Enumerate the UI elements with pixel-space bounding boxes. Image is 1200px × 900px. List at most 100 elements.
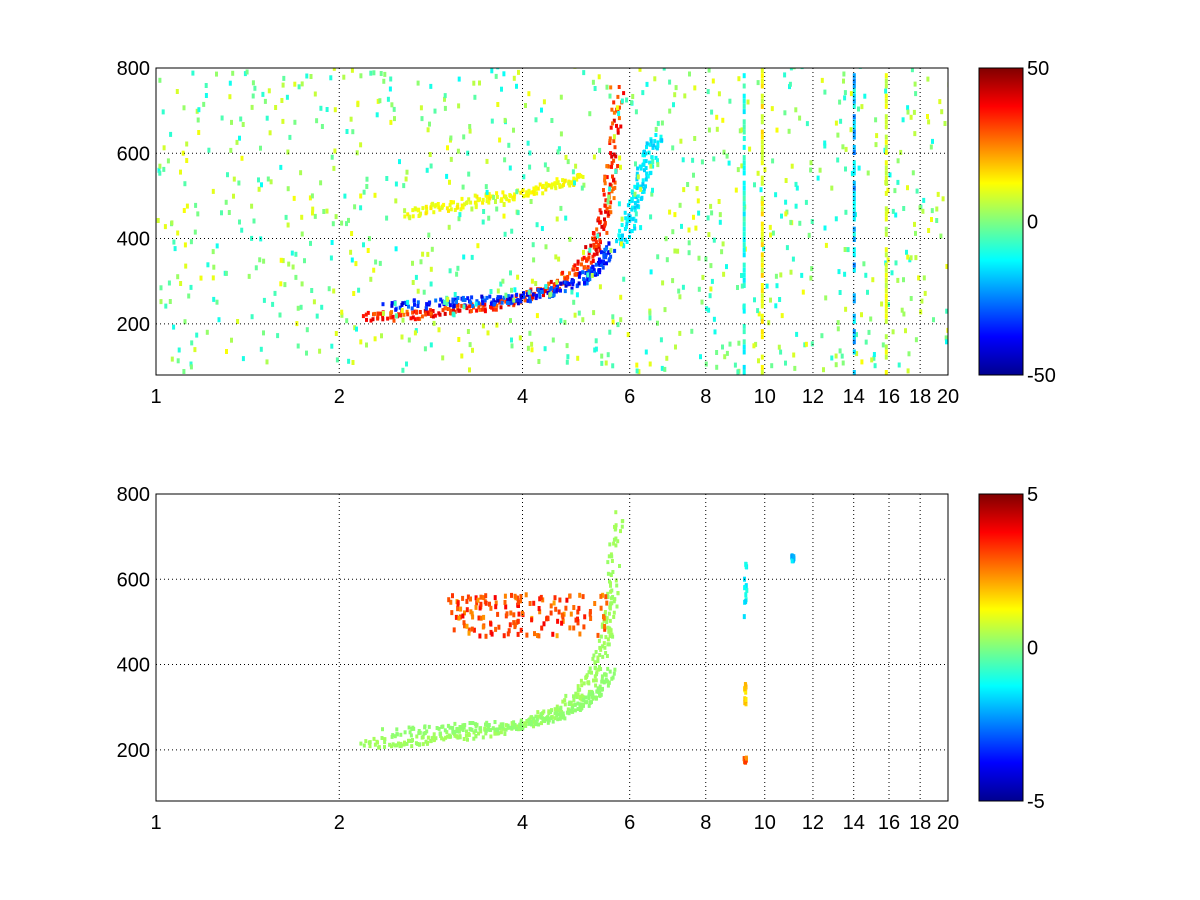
heatmap-cell <box>737 340 741 346</box>
heatmap-cell <box>564 154 568 160</box>
heatmap-cell <box>182 105 186 111</box>
heatmap-cell <box>760 252 764 258</box>
heatmap-cell <box>401 317 405 323</box>
heatmap-cell <box>578 702 582 707</box>
heatmap-cell <box>365 176 369 182</box>
heatmap-cell <box>366 310 370 315</box>
heatmap-cell <box>468 304 472 309</box>
heatmap-cell <box>581 175 585 179</box>
heatmap-cell <box>513 593 517 599</box>
heatmap-cell <box>279 257 283 263</box>
heatmap-cell <box>469 596 472 602</box>
heatmap-cell <box>597 74 601 80</box>
heatmap-cell <box>385 176 389 181</box>
heatmap-cell <box>844 306 848 312</box>
heatmap-cell <box>613 667 617 672</box>
heatmap-cell <box>512 620 516 626</box>
heatmap-cell <box>509 610 513 616</box>
heatmap-cell <box>618 234 622 238</box>
heatmap-cell <box>265 115 269 121</box>
heatmap-cell <box>271 301 275 307</box>
x-tick-label: 2 <box>334 812 345 834</box>
heatmap-cell <box>884 170 888 176</box>
heatmap-cell <box>546 166 550 172</box>
heatmap-cell <box>456 148 460 154</box>
heatmap-cell <box>443 311 447 316</box>
heatmap-cell <box>672 102 675 108</box>
heatmap-cell <box>353 204 357 210</box>
heatmap-cell <box>559 706 563 711</box>
heatmap-cell <box>202 101 206 107</box>
heatmap-cell <box>824 295 828 301</box>
heatmap-cell <box>757 358 760 364</box>
heatmap-cell <box>760 206 764 212</box>
heatmap-cell <box>599 692 603 697</box>
heatmap-cell <box>760 283 764 288</box>
heatmap-cell <box>753 297 756 303</box>
heatmap-cell <box>534 117 538 123</box>
heatmap-cell <box>715 364 719 370</box>
heatmap-cell <box>742 165 746 171</box>
heatmap-cell <box>940 109 944 115</box>
heatmap-cell <box>555 706 559 711</box>
heatmap-cell <box>534 719 538 724</box>
heatmap-cell <box>185 203 189 209</box>
heatmap-cell <box>578 687 582 692</box>
heatmap-cell <box>674 344 677 350</box>
heatmap-cell <box>923 290 927 296</box>
heatmap-cell <box>501 722 505 727</box>
heatmap-cell <box>446 145 449 151</box>
heatmap-cell <box>599 667 603 671</box>
heatmap-cell <box>742 144 746 150</box>
heatmap-cell <box>224 270 228 276</box>
heatmap-cell <box>661 280 665 286</box>
heatmap-cell <box>575 284 579 289</box>
heatmap-cell <box>442 737 446 742</box>
heatmap-cell <box>914 337 918 343</box>
heatmap-cell <box>823 89 827 95</box>
heatmap-cell <box>565 597 569 603</box>
heatmap-cell <box>330 154 334 160</box>
heatmap-cell <box>538 293 542 298</box>
heatmap-cell <box>509 318 512 324</box>
heatmap-cell <box>840 353 844 359</box>
heatmap-cell <box>705 306 709 312</box>
heatmap-cell <box>579 174 583 178</box>
heatmap-cell <box>470 254 474 260</box>
heatmap-cell <box>604 672 608 677</box>
heatmap-cell <box>448 203 452 208</box>
heatmap-cell <box>540 107 543 113</box>
heatmap-cell <box>589 260 593 265</box>
heatmap-cell <box>594 650 598 654</box>
heatmap-cell <box>468 367 471 373</box>
heatmap-cell <box>631 217 635 222</box>
heatmap-cell <box>238 135 241 141</box>
heatmap-cell <box>575 292 579 298</box>
heatmap-cell <box>325 208 329 214</box>
heatmap-cell <box>576 620 580 626</box>
heatmap-cell <box>507 628 511 634</box>
heatmap-cell <box>489 734 493 739</box>
heatmap-cell <box>742 308 746 314</box>
heatmap-cell <box>195 332 199 338</box>
heatmap-cell <box>855 332 858 338</box>
heatmap-cell <box>638 164 642 169</box>
heatmap-cell <box>760 180 764 186</box>
heatmap-cell <box>852 339 856 345</box>
heatmap-cell <box>795 331 799 337</box>
heatmap-cell <box>852 216 856 222</box>
heatmap-cell <box>411 315 415 320</box>
heatmap-cell <box>536 186 540 191</box>
heatmap-cell <box>411 208 415 213</box>
heatmap-cell <box>583 280 586 285</box>
heatmap-cell <box>498 137 502 143</box>
heatmap-cell <box>579 678 583 683</box>
heatmap-cell <box>886 302 890 307</box>
heatmap-cell <box>495 195 499 199</box>
heatmap-cell <box>930 217 933 222</box>
heatmap-cell <box>844 166 847 172</box>
heatmap-cell <box>390 301 394 306</box>
heatmap-cell <box>597 242 601 247</box>
heatmap-cell <box>354 261 358 267</box>
heatmap-cell <box>587 703 591 708</box>
